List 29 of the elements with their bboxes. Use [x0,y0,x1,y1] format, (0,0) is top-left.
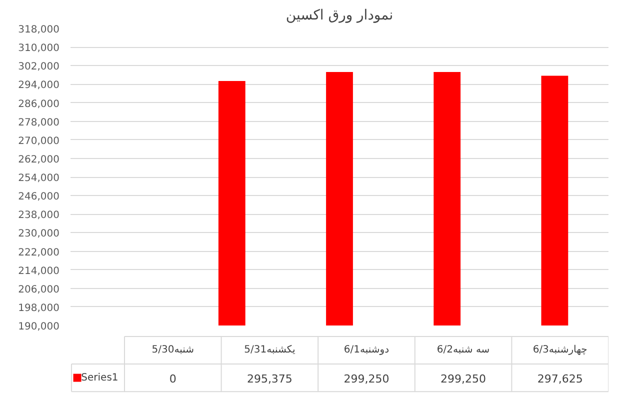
y-tick-label: 310,000 [18,43,60,54]
y-tick-label: 318,000 [18,24,60,36]
data-label: 295,375 [246,372,292,386]
x-tick-label: شنبه5/30 [152,344,194,356]
y-tick-label: 286,000 [18,98,60,110]
y-tick-label: 294,000 [18,80,60,92]
legend-label: Series1 [81,372,118,384]
y-tick-label: 278,000 [18,117,60,128]
y-tick-label: 246,000 [18,192,60,203]
y-tick-label: 190,000 [18,322,60,332]
x-tick-label: چهارشنبه6/3 [532,344,588,356]
data-label: 297,625 [537,372,583,386]
y-tick-label: 230,000 [18,228,60,240]
data-label: 299,250 [344,372,390,386]
y-tick-label: 302,000 [18,62,60,73]
y-tick-label: 214,000 [18,266,60,277]
data-label: 299,250 [440,372,486,386]
x-tick-label: دوشنبه6/1 [344,344,390,356]
text: 0 [169,372,176,386]
y-tick-label: 198,000 [18,302,60,314]
chart-title: نمودار ورق اکسین [286,8,394,24]
y-tick-label: 254,000 [18,173,60,184]
y-tick-label: 222,000 [18,247,60,258]
x-tick-label: یکشنبه5/31 [244,344,296,356]
x-tick-label: سه شنبه6/2 [436,344,490,356]
y-tick-label: 270,000 [18,136,60,147]
y-tick-label: 262,000 [18,154,60,166]
y-tick-label: 206,000 [18,284,60,296]
y-tick-label: 238,000 [18,210,60,222]
